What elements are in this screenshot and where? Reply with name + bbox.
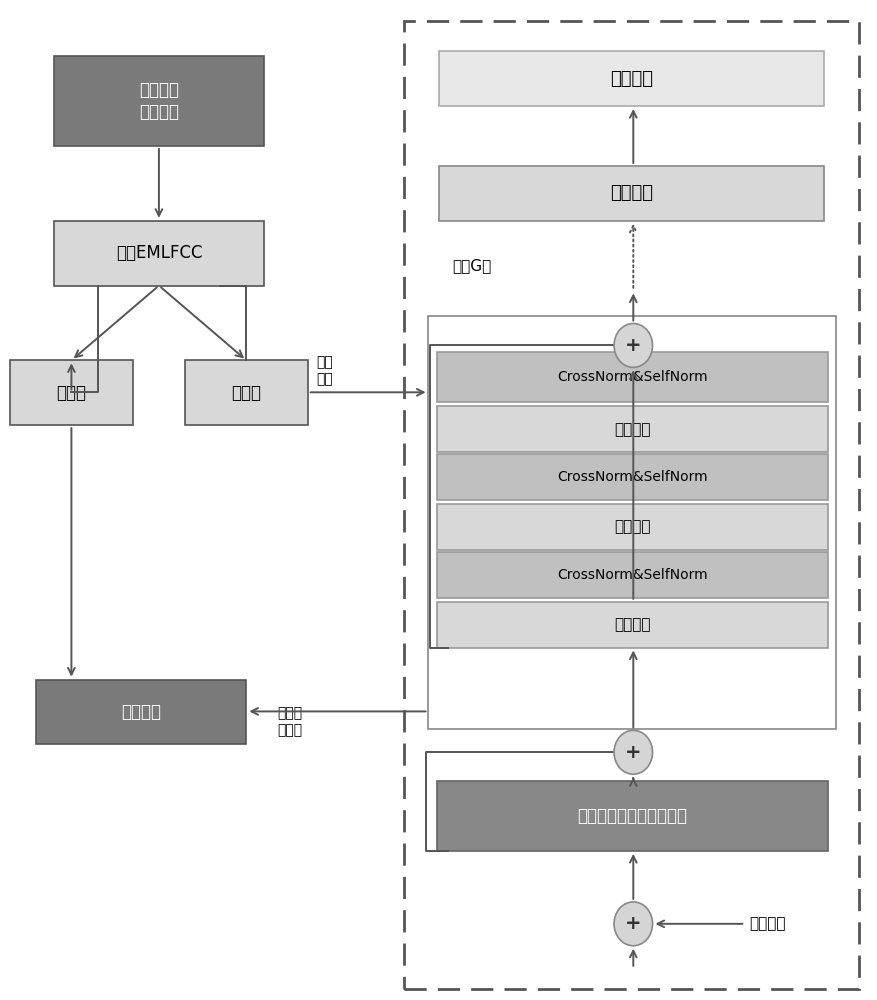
Text: +: +	[624, 336, 641, 355]
Text: 采集轴承
振动信号: 采集轴承 振动信号	[139, 81, 179, 121]
Text: +: +	[624, 914, 641, 933]
FancyBboxPatch shape	[437, 504, 827, 550]
Text: 故障类型: 故障类型	[610, 70, 652, 88]
Circle shape	[613, 730, 652, 774]
FancyBboxPatch shape	[437, 454, 827, 500]
Text: 全连接层: 全连接层	[610, 184, 652, 202]
Text: +: +	[624, 743, 641, 762]
FancyBboxPatch shape	[53, 56, 264, 146]
Text: CrossNorm&SelfNorm: CrossNorm&SelfNorm	[557, 370, 707, 384]
FancyBboxPatch shape	[36, 680, 246, 744]
FancyBboxPatch shape	[437, 352, 827, 402]
Text: 测试集: 测试集	[56, 384, 86, 402]
FancyBboxPatch shape	[11, 360, 132, 425]
FancyBboxPatch shape	[437, 406, 827, 452]
Text: 一维卷积: 一维卷积	[614, 519, 650, 534]
Text: 叠加G个: 叠加G个	[452, 258, 491, 273]
Text: 改进的多头自注意力机制: 改进的多头自注意力机制	[577, 807, 687, 825]
FancyBboxPatch shape	[437, 602, 827, 648]
FancyBboxPatch shape	[437, 552, 827, 598]
Text: 模型
训练: 模型 训练	[316, 355, 333, 386]
FancyBboxPatch shape	[437, 781, 827, 851]
Circle shape	[613, 902, 652, 946]
Text: CrossNorm&SelfNorm: CrossNorm&SelfNorm	[557, 568, 707, 582]
Text: 位置编码: 位置编码	[749, 916, 785, 931]
Circle shape	[613, 323, 652, 367]
FancyBboxPatch shape	[185, 360, 307, 425]
FancyBboxPatch shape	[438, 51, 824, 106]
Text: CrossNorm&SelfNorm: CrossNorm&SelfNorm	[557, 470, 707, 484]
Text: 模型测试: 模型测试	[121, 703, 161, 721]
Text: 提取EMLFCC: 提取EMLFCC	[116, 244, 202, 262]
FancyBboxPatch shape	[53, 221, 264, 286]
FancyBboxPatch shape	[438, 166, 824, 221]
Text: 一维卷积: 一维卷积	[614, 617, 650, 632]
Text: 一维卷积: 一维卷积	[614, 422, 650, 437]
Text: 训练好
的模型: 训练好 的模型	[277, 706, 302, 737]
Text: 训练集: 训练集	[232, 384, 261, 402]
